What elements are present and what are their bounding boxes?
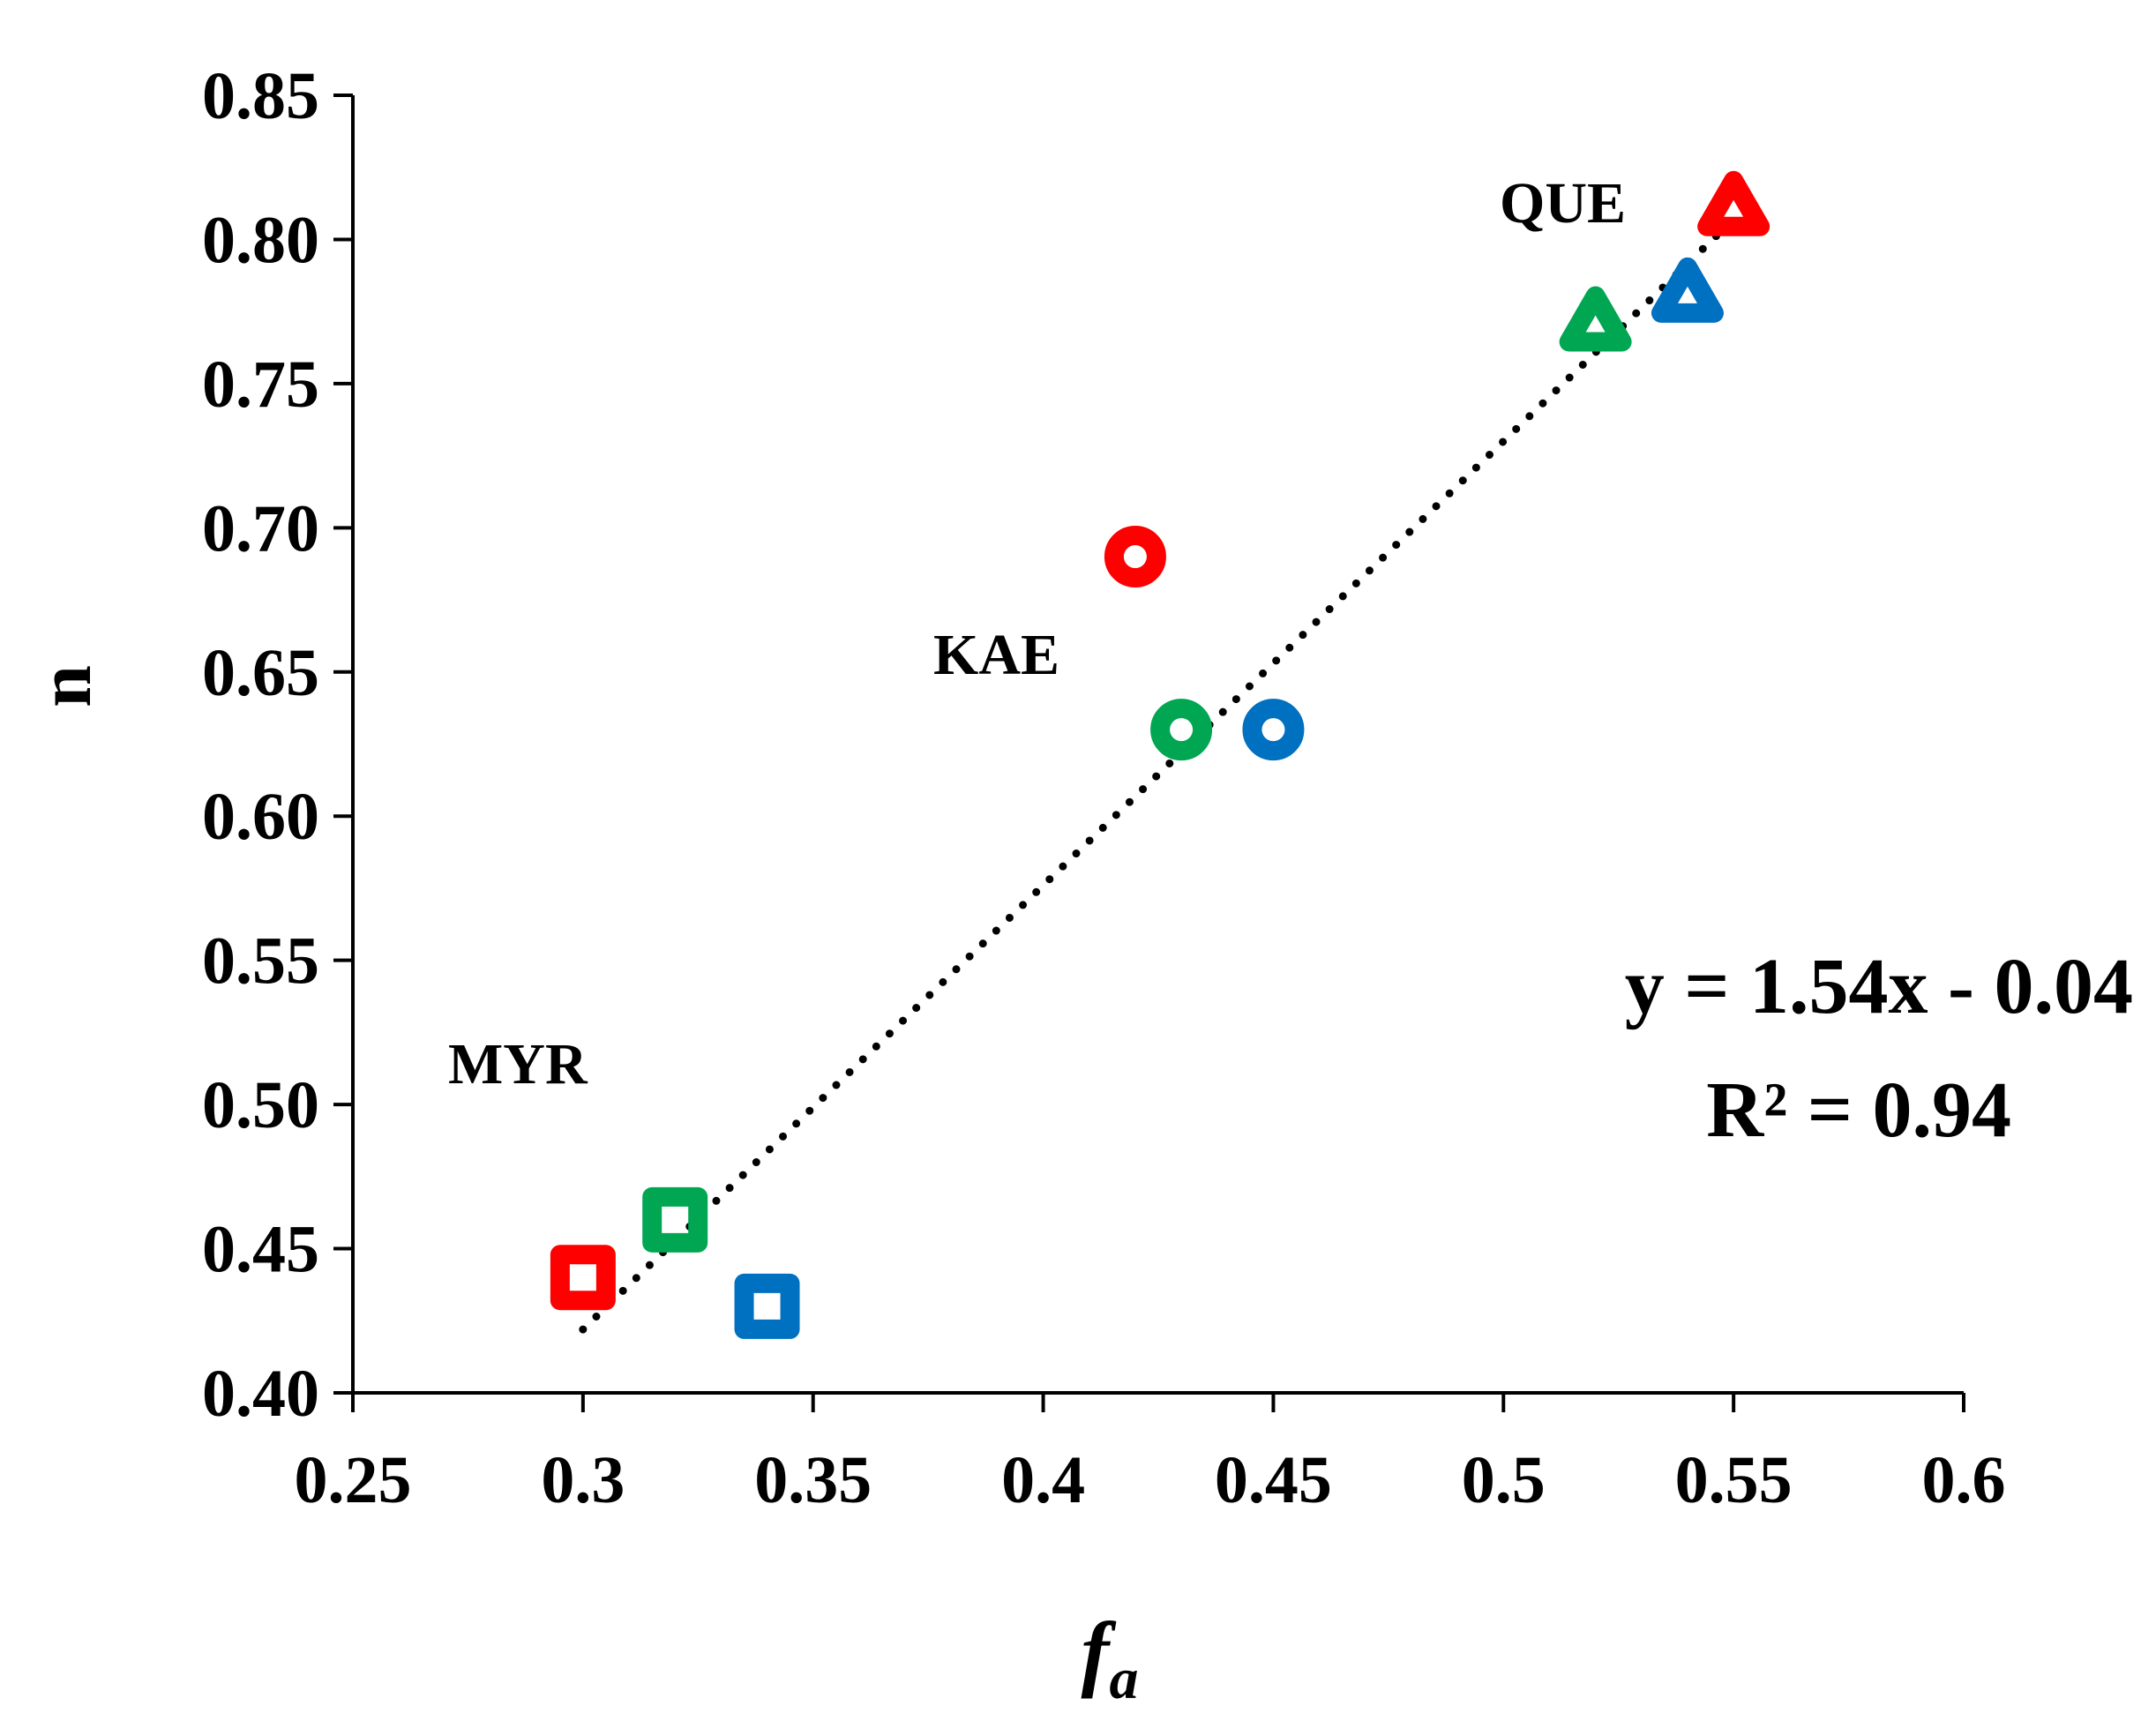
y-tick-label: 0.50: [202, 1068, 319, 1142]
x-tick-label: 0.3: [541, 1443, 625, 1517]
x-axis-title-subscript: a: [1109, 1647, 1138, 1711]
y-tick-label: 0.40: [202, 1357, 319, 1431]
x-axis-title: fa: [1082, 1605, 1139, 1711]
x-tick-label: 0.45: [1215, 1443, 1332, 1517]
que-point-red: [1697, 170, 1770, 236]
data-points: [550, 170, 1770, 1339]
x-tick-label: 0.35: [754, 1443, 872, 1517]
axes: 0.40 0.45 0.50 0.55 0.60 0.65 0.70 0.75 0.80 0.85…: [202, 59, 2006, 1517]
trendline-equation: y = 1.54x - 0.04: [1625, 943, 2133, 1030]
que-point-green: [1559, 286, 1632, 352]
y-tick-label: 0.65: [202, 636, 319, 710]
y-tick-label: 0.75: [202, 348, 319, 422]
trendline: [579, 215, 1738, 1334]
kae-point-green: [1150, 699, 1213, 761]
kae-point-red: [1104, 526, 1166, 588]
y-tick-label: 0.55: [202, 924, 319, 999]
y-tick-label: 0.80: [202, 203, 319, 277]
y-tick-label: 0.70: [202, 491, 319, 565]
trendline-layer: [579, 215, 1738, 1334]
myr-point-green: [642, 1186, 708, 1253]
x-tick-label: 0.4: [1001, 1443, 1085, 1517]
x-tick-label: 0.55: [1675, 1443, 1793, 1517]
myr-point-blue: [734, 1273, 800, 1339]
group-label-que: QUE: [1500, 171, 1626, 236]
x-tick-label: 0.6: [1922, 1443, 2006, 1517]
y-tick-label: 0.85: [202, 59, 319, 133]
group-label-myr: MYR: [448, 1032, 588, 1096]
group-labels: QUE KAE MYR: [448, 171, 1626, 1096]
y-tick-label: 0.60: [202, 780, 319, 854]
kae-point-blue: [1242, 699, 1305, 761]
x-tick-label: 0.5: [1462, 1443, 1546, 1517]
group-label-kae: KAE: [933, 623, 1059, 687]
x-tick-label: 0.25: [295, 1443, 412, 1517]
que-point-blue: [1651, 257, 1724, 323]
y-axis-title: n: [22, 665, 107, 707]
y-tick-label: 0.45: [202, 1213, 319, 1287]
trendline-r-squared: R² = 0.94: [1706, 1066, 2011, 1154]
myr-point-red: [550, 1245, 616, 1311]
